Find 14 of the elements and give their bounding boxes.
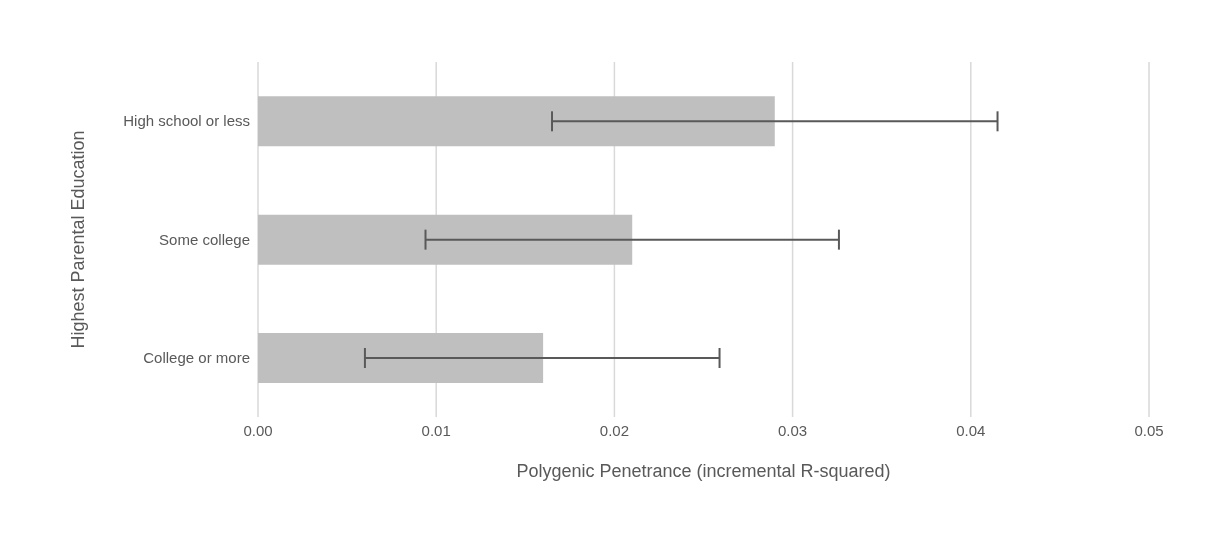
y-tick-label: College or more <box>143 349 250 367</box>
y-axis-title: Highest Parental Education <box>68 130 89 349</box>
x-tick-label: 0.01 <box>421 421 451 439</box>
y-tick-label: High school or less <box>123 112 250 130</box>
x-axis-title: Polygenic Penetrance (incremental R-squared) <box>516 461 891 481</box>
x-tick-label: 0.04 <box>956 421 986 439</box>
x-tick-label: 0.05 <box>1134 421 1164 439</box>
x-tick-label: 0.02 <box>599 421 629 439</box>
bar <box>258 96 775 147</box>
bar <box>258 332 544 383</box>
bar <box>258 214 633 265</box>
x-tick-label: 0.00 <box>243 421 273 439</box>
x-tick-label: 0.03 <box>778 421 808 439</box>
y-tick-label: Some college <box>159 230 250 248</box>
